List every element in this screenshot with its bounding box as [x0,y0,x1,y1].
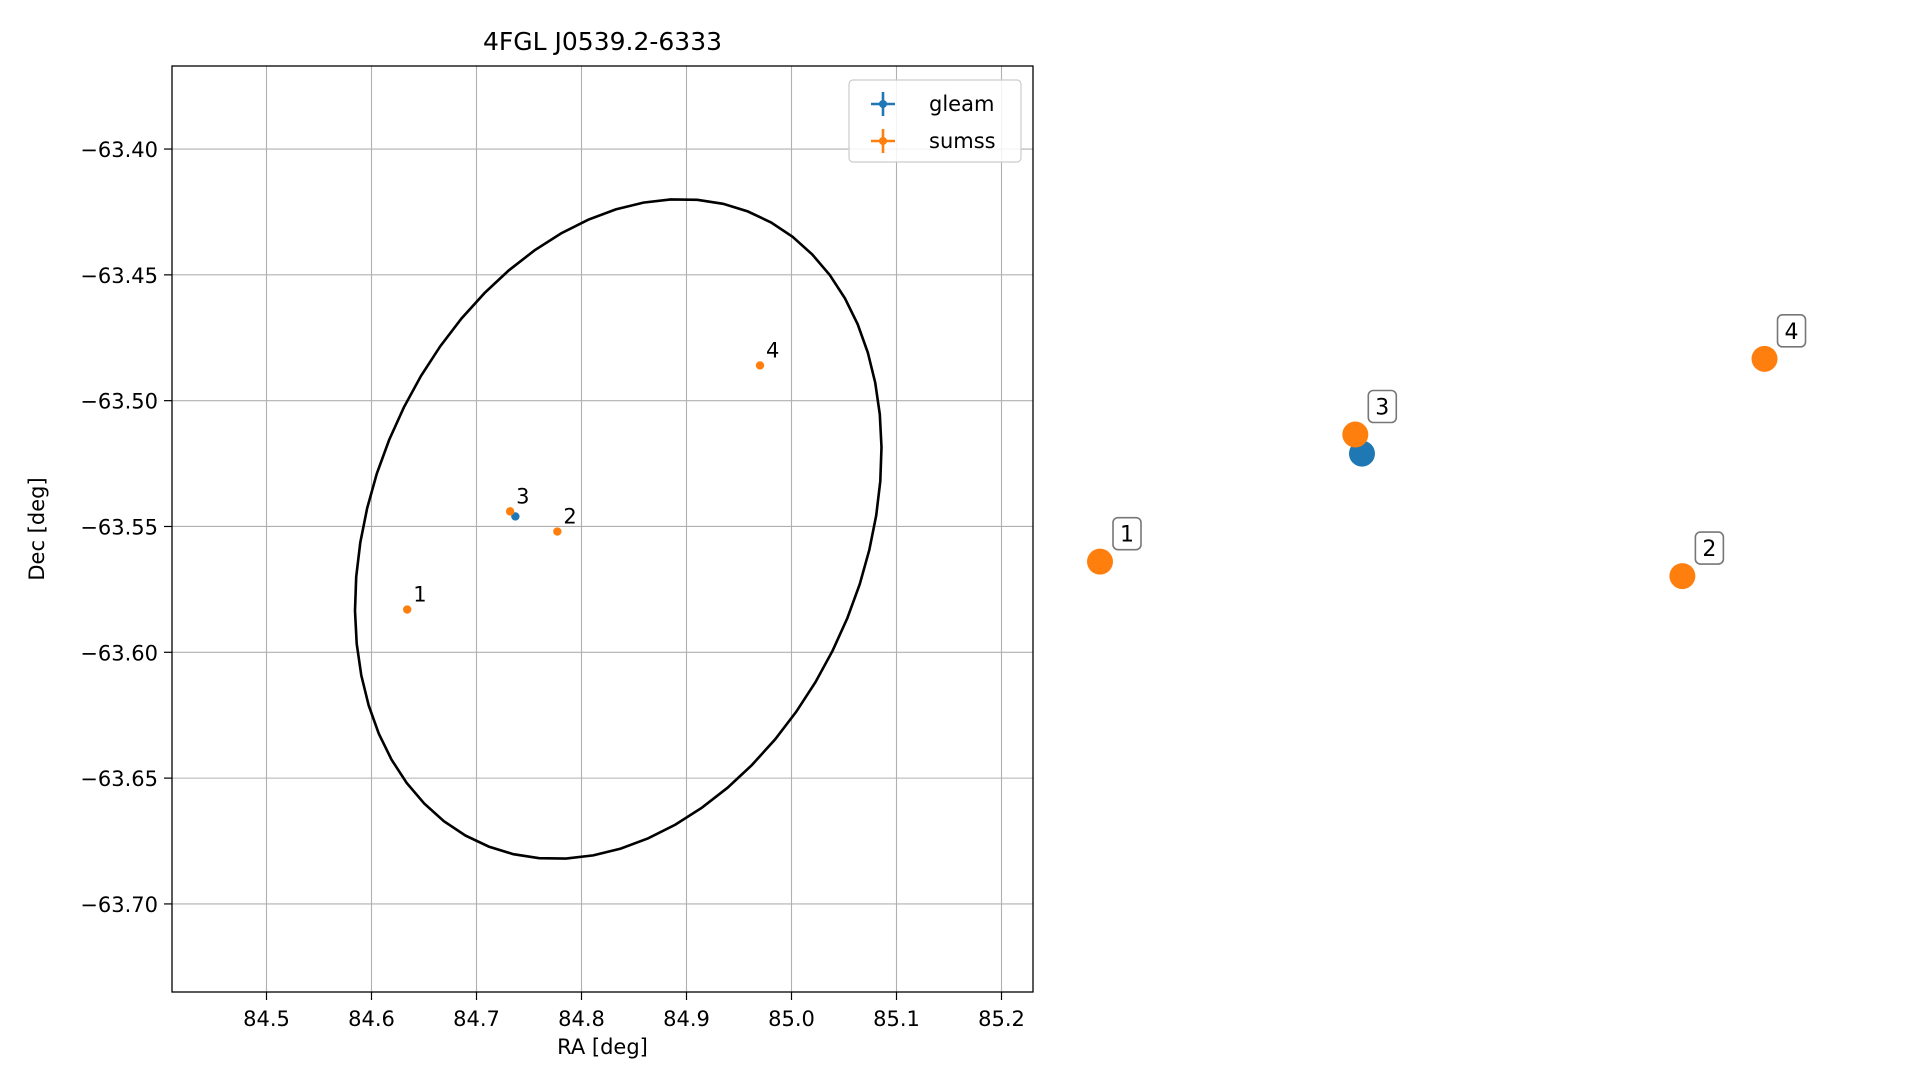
zoom-point-label: 1 [1120,523,1134,548]
y-tick-label: −63.40 [80,138,158,162]
y-tick-label: −63.70 [80,893,158,917]
confidence-ellipse-layer [353,198,883,860]
sumss-zoom-point [1342,421,1369,448]
zoom-label-box [1694,531,1725,565]
y-tick-label: −63.45 [80,264,158,288]
sumss-zoom-point [1669,563,1696,590]
x-tick-label: 84.9 [663,1007,710,1031]
legend-label: sumss [929,129,996,153]
point-label: 4 [766,338,779,362]
y-tick-label: −63.50 [80,390,158,414]
zoom-label-box [1776,314,1807,348]
main-plot: 1 2 3 4 84.5 84.6 84.7 84.8 84.9 85.0 85.1 85.2 −63… [25,27,1034,1059]
zoom-label-box [1367,389,1398,424]
y-tick-label: −63.55 [80,515,158,539]
point-label: 1 [413,583,426,607]
point-label: 3 [516,484,529,508]
x-tick-label: 85.0 [768,1007,815,1031]
chart-title: 4FGL J0539.2-6333 [483,27,722,56]
legend-label: gleam [929,92,994,116]
zoom-point-label: 3 [1375,396,1389,421]
sumss-zoom-point [1751,345,1778,372]
sumss-point [553,527,562,536]
point-label: 2 [563,505,576,529]
legend-marker-dot [879,137,887,145]
sumss-point [755,361,765,370]
ticks: 84.5 84.6 84.7 84.8 84.9 85.0 85.1 85.2 −63.40 −6… [80,138,1025,1031]
legend-marker-dot [879,100,887,108]
plot-frame [171,65,1034,993]
x-tick-label: 84.7 [453,1007,500,1031]
zoom-label-box [1112,516,1142,551]
x-tick-label: 84.6 [348,1007,395,1031]
zoom-point-label: 4 [1785,320,1799,345]
x-tick-label: 84.5 [243,1007,290,1031]
sumss-point [403,605,412,614]
zoom-point-label: 2 [1702,537,1716,562]
points-layer: 1 2 3 4 [403,338,779,614]
x-tick-label: 85.2 [978,1007,1025,1031]
y-tick-label: −63.60 [80,641,158,665]
gleam-point [511,512,520,521]
confidence-ellipse [353,198,883,860]
x-axis-label: RA [deg] [557,1035,648,1059]
zoom-panel: 1 2 3 4 [1087,314,1807,590]
x-tick-label: 85.1 [873,1007,920,1031]
x-tick-label: 84.8 [558,1007,605,1031]
legend: gleam sumss [848,79,1022,163]
y-tick-label: −63.65 [80,767,158,791]
y-axis-label: Dec [deg] [25,477,49,580]
sumss-point [505,507,515,516]
grid [172,66,1033,992]
sumss-zoom-point [1087,548,1113,575]
